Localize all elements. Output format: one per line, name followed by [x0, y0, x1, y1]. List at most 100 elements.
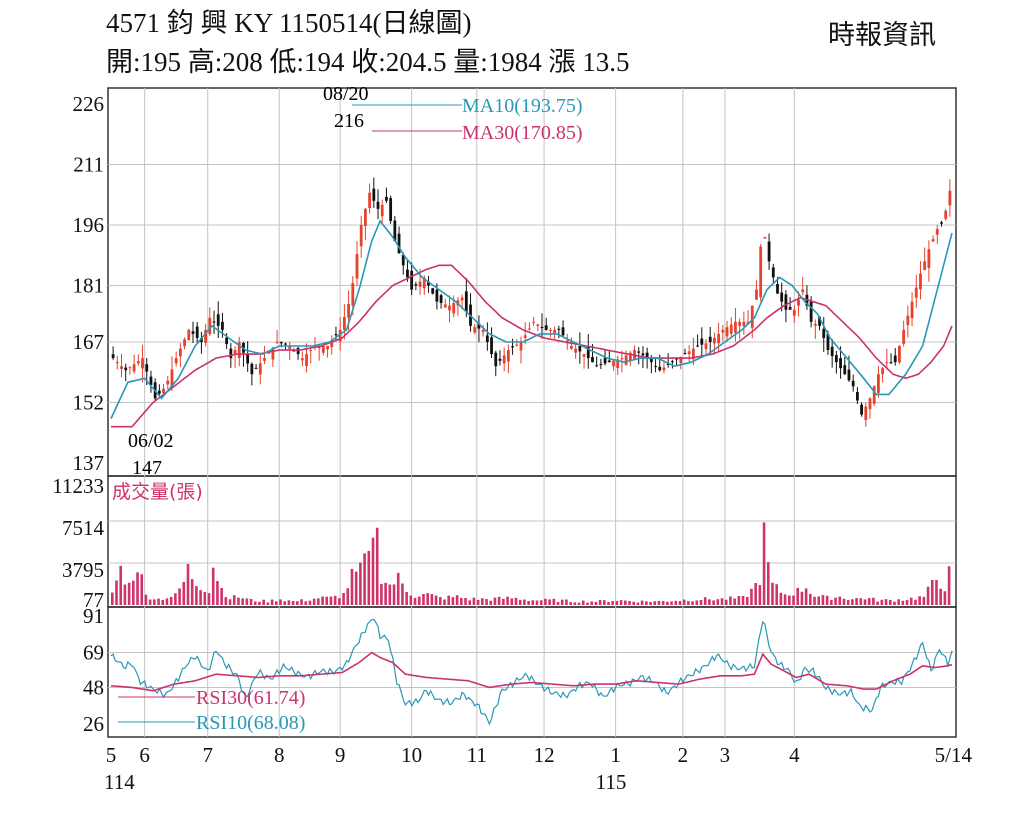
candle-body	[452, 302, 456, 314]
low-date: 06/02	[128, 430, 174, 452]
candle-body	[540, 326, 544, 328]
candle-body	[864, 406, 868, 420]
volume-bar	[510, 598, 514, 605]
candle-body	[771, 267, 775, 278]
volume-bar	[687, 601, 690, 605]
volume-bar	[569, 602, 572, 605]
volume-bar	[872, 597, 875, 605]
candle-body	[792, 309, 796, 316]
candle-body	[872, 386, 876, 404]
candle-body	[330, 340, 334, 347]
volume-bar	[741, 595, 745, 605]
volume-bar	[279, 599, 282, 605]
candle-body	[208, 317, 212, 335]
candle-body	[750, 305, 754, 328]
candle-body	[536, 324, 540, 326]
volume-bar	[518, 599, 522, 605]
candle-body	[830, 346, 834, 357]
volume-bar	[745, 596, 749, 605]
volume-bar	[834, 597, 837, 605]
volume-bar	[296, 601, 299, 605]
candle-body	[443, 304, 447, 308]
volume-bar	[426, 593, 429, 605]
candle-body	[595, 365, 599, 367]
volume-bar	[174, 593, 177, 605]
volume-bar	[611, 601, 614, 605]
volume-bar	[342, 593, 345, 605]
volume-bar	[548, 599, 551, 605]
volume-bar	[766, 562, 770, 605]
candle-body	[637, 351, 641, 353]
volume-bar	[161, 599, 165, 605]
candle-body	[279, 342, 283, 344]
volume-bar	[695, 600, 699, 605]
candle-body	[221, 321, 224, 330]
candle-body	[717, 333, 721, 344]
year-label: 115	[596, 770, 627, 794]
volume-bar	[640, 600, 644, 605]
candle-body	[187, 329, 191, 341]
candle-body	[292, 350, 296, 352]
candle-body	[321, 346, 325, 353]
volume-bar	[699, 600, 703, 605]
volume-bar	[317, 598, 320, 605]
volume-bar	[716, 599, 720, 605]
candle-body	[174, 358, 178, 364]
volume-bar	[422, 594, 425, 605]
candle-body	[553, 329, 557, 333]
candle-body	[372, 188, 376, 201]
volume-bar	[228, 599, 232, 605]
axis-labels: 2262111961811671521371123375143795779169…	[52, 92, 972, 794]
candle-body	[170, 369, 174, 388]
candle-body	[628, 352, 632, 362]
candle-body	[944, 210, 948, 219]
candle-body	[532, 321, 536, 323]
volume-bar	[464, 598, 467, 605]
candle-body	[948, 190, 952, 206]
candle-body	[755, 289, 758, 300]
candle-body	[124, 367, 128, 371]
candle-body	[839, 358, 842, 369]
candle-body	[763, 237, 767, 239]
volume-bar	[148, 599, 152, 605]
candle-body	[658, 366, 662, 371]
volume-bar	[283, 601, 287, 605]
candle-body	[523, 335, 527, 338]
price-tick-label: 152	[73, 390, 105, 414]
volume-bar	[539, 600, 543, 605]
volume-bar	[750, 588, 753, 605]
candle-body	[923, 261, 927, 271]
candle-body	[397, 233, 401, 254]
volume-bar	[472, 597, 476, 605]
candle-body	[759, 246, 763, 298]
candle-body	[128, 367, 132, 369]
volume-bar	[867, 598, 871, 605]
candle-body	[738, 321, 742, 326]
volume-bar	[476, 599, 480, 605]
volume-bar	[804, 588, 808, 605]
rsi30-legend: RSI30(61.74)	[196, 687, 305, 709]
candle-body	[818, 316, 821, 326]
volume-bar	[552, 598, 556, 605]
candle-body	[780, 292, 784, 302]
volume-bar	[523, 599, 526, 605]
volume-bar	[216, 581, 219, 605]
volume-bar	[602, 600, 606, 605]
candlesticks	[111, 177, 952, 427]
candle-body	[691, 348, 695, 360]
candle-body	[410, 270, 414, 290]
candle-body	[263, 358, 266, 361]
rsi10-legend: RSI10(68.08)	[196, 712, 305, 734]
volume-bar	[274, 601, 278, 605]
volume-bar	[115, 580, 118, 605]
candle-body	[582, 354, 586, 357]
volume-bar	[384, 582, 387, 605]
volume-bar	[792, 595, 795, 605]
candle-body	[431, 288, 435, 294]
candle-body	[368, 192, 372, 208]
volume-bar	[405, 592, 408, 605]
volume-bar	[199, 590, 202, 605]
volume-bar	[813, 596, 816, 605]
volume-bar	[190, 579, 194, 605]
candle-body	[746, 321, 750, 324]
